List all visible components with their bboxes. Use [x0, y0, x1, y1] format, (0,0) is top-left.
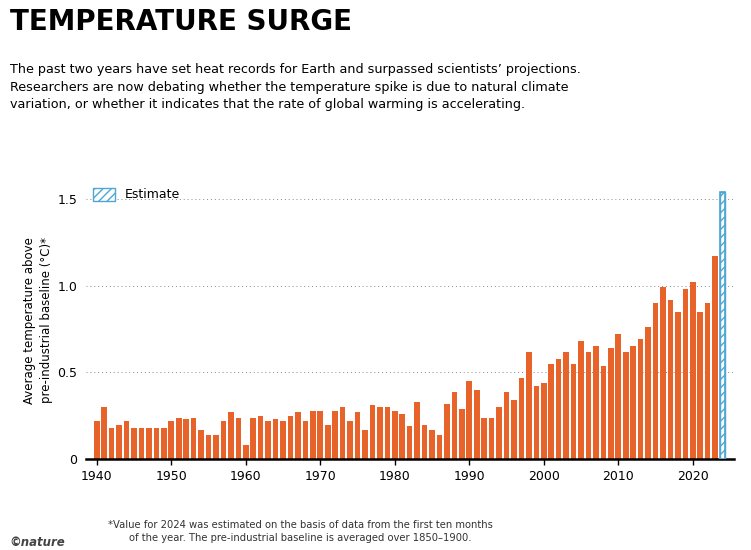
Text: TEMPERATURE SURGE: TEMPERATURE SURGE: [10, 8, 351, 36]
Bar: [444, 404, 450, 459]
Bar: [541, 383, 547, 459]
Bar: [273, 419, 279, 459]
Bar: [362, 430, 368, 459]
Bar: [392, 411, 397, 459]
Bar: [303, 421, 308, 459]
Bar: [168, 421, 174, 459]
Bar: [258, 416, 264, 459]
Bar: [668, 300, 673, 459]
Bar: [719, 192, 725, 459]
Bar: [616, 334, 621, 459]
Bar: [94, 421, 100, 459]
Bar: [548, 364, 554, 459]
Bar: [176, 417, 182, 459]
Bar: [430, 430, 435, 459]
Bar: [198, 430, 204, 459]
Bar: [101, 407, 107, 459]
Bar: [422, 425, 427, 459]
Bar: [645, 327, 651, 459]
Bar: [228, 412, 234, 459]
Bar: [459, 409, 465, 459]
Bar: [675, 312, 680, 459]
Bar: [474, 390, 479, 459]
Bar: [131, 428, 137, 459]
Bar: [310, 411, 315, 459]
Bar: [571, 364, 576, 459]
Bar: [556, 359, 562, 459]
Bar: [496, 407, 502, 459]
Bar: [533, 386, 539, 459]
Bar: [586, 351, 591, 459]
Text: The past two years have set heat records for Earth and surpassed scientists’ pro: The past two years have set heat records…: [10, 63, 581, 111]
Bar: [698, 312, 703, 459]
Bar: [630, 346, 636, 459]
Bar: [221, 421, 226, 459]
Bar: [369, 405, 376, 459]
Bar: [109, 428, 114, 459]
Bar: [511, 400, 517, 459]
Bar: [325, 425, 330, 459]
Bar: [504, 392, 509, 459]
Bar: [593, 346, 599, 459]
Bar: [451, 392, 457, 459]
Bar: [347, 421, 353, 459]
Bar: [154, 428, 159, 459]
Bar: [288, 416, 294, 459]
Bar: [683, 289, 688, 459]
Legend: Estimate: Estimate: [92, 188, 180, 201]
Bar: [139, 428, 144, 459]
Bar: [340, 407, 345, 459]
Bar: [563, 351, 569, 459]
Bar: [236, 417, 241, 459]
Bar: [146, 428, 152, 459]
Bar: [623, 351, 629, 459]
Bar: [250, 417, 256, 459]
Bar: [295, 412, 300, 459]
Bar: [183, 419, 189, 459]
Bar: [660, 288, 665, 459]
Bar: [213, 435, 219, 459]
Bar: [400, 414, 405, 459]
Bar: [124, 421, 129, 459]
Bar: [191, 417, 197, 459]
Bar: [653, 303, 659, 459]
Bar: [243, 446, 249, 459]
Bar: [265, 421, 271, 459]
Bar: [481, 417, 487, 459]
Bar: [385, 407, 390, 459]
Bar: [415, 402, 420, 459]
Y-axis label: Average temperature above
pre-industrial baseline (°C)*: Average temperature above pre-industrial…: [23, 237, 53, 404]
Bar: [377, 407, 383, 459]
Bar: [354, 412, 360, 459]
Bar: [608, 348, 614, 459]
Bar: [436, 435, 442, 459]
Bar: [705, 303, 710, 459]
Text: ©nature: ©nature: [10, 536, 65, 549]
Bar: [333, 411, 338, 459]
Bar: [638, 339, 644, 459]
Bar: [489, 417, 494, 459]
Bar: [161, 428, 167, 459]
Bar: [116, 425, 122, 459]
Bar: [280, 421, 286, 459]
Bar: [712, 256, 718, 459]
Bar: [206, 435, 211, 459]
Bar: [719, 192, 725, 459]
Bar: [719, 192, 725, 459]
Bar: [601, 366, 606, 459]
Bar: [690, 282, 695, 459]
Bar: [318, 411, 323, 459]
Bar: [466, 381, 472, 459]
Text: *Value for 2024 was estimated on the basis of data from the first ten months
of : *Value for 2024 was estimated on the bas…: [108, 520, 493, 543]
Bar: [526, 351, 532, 459]
Bar: [578, 341, 584, 459]
Bar: [407, 426, 412, 459]
Bar: [519, 378, 524, 459]
